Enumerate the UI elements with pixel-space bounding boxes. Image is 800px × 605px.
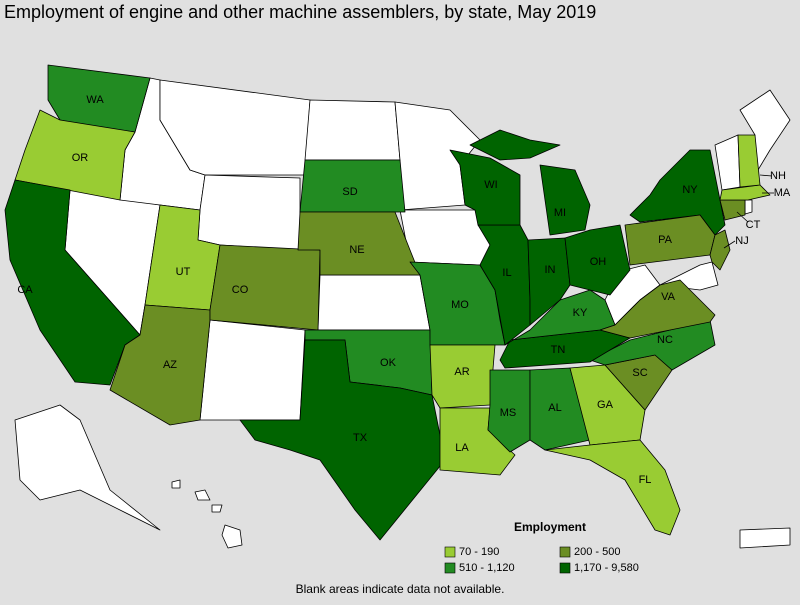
state-label: KY <box>573 307 588 319</box>
legend-label: 1,170 - 9,580 <box>574 562 639 574</box>
state-shape <box>199 319 306 421</box>
state-shape <box>569 364 646 446</box>
state-label: NH <box>770 170 786 182</box>
state-label: TN <box>551 344 566 356</box>
state-label: LA <box>455 442 469 454</box>
map-title: Employment of engine and other machine a… <box>4 2 596 22</box>
state-shape <box>221 524 243 549</box>
state-shape <box>709 229 731 271</box>
state-shape <box>429 344 496 409</box>
state-shape <box>317 274 431 331</box>
state-shape <box>4 179 141 386</box>
state-shape <box>299 159 406 213</box>
state-label: OR <box>72 152 89 164</box>
state-shape <box>14 109 136 201</box>
state-label: PA <box>658 234 673 246</box>
state-label: MA <box>774 187 791 199</box>
state-label: FL <box>639 474 652 486</box>
state-shape <box>504 289 616 346</box>
state-label: TX <box>353 432 368 444</box>
legend-label: 70 - 190 <box>459 546 499 558</box>
legend-swatch <box>444 546 456 558</box>
state-shape <box>449 149 521 226</box>
state-label: NE <box>349 244 364 256</box>
footnote: Blank areas indicate data not available. <box>296 582 505 596</box>
leader-line <box>759 174 773 177</box>
state-shape <box>197 174 301 251</box>
state-shape <box>14 404 161 531</box>
state-shape <box>737 134 761 188</box>
state-shape <box>739 527 791 549</box>
state-label: GA <box>597 399 614 411</box>
state-shape <box>194 489 211 501</box>
state-shape <box>297 211 421 276</box>
state-shape <box>719 184 771 201</box>
state-label: SD <box>342 186 357 198</box>
state-label: NC <box>657 334 673 346</box>
state-label: IL <box>502 267 511 279</box>
state-shape <box>477 224 531 346</box>
state-shape <box>239 339 446 541</box>
leader-line <box>736 211 749 223</box>
state-label: MI <box>554 207 566 219</box>
state-label: AL <box>548 402 561 414</box>
state-shape <box>304 99 401 161</box>
state-label: CA <box>17 284 33 296</box>
state-label: CT <box>746 219 761 231</box>
state-label: VA <box>661 291 676 303</box>
legend-swatch <box>444 562 456 574</box>
state-label: CO <box>232 284 249 296</box>
state-label: MS <box>500 407 517 419</box>
state-shape <box>599 279 716 339</box>
state-shape <box>171 479 181 489</box>
legend-swatch <box>559 562 571 574</box>
state-shape <box>589 319 716 371</box>
state-label: WA <box>86 94 104 106</box>
state-label: IN <box>545 264 556 276</box>
state-label: NY <box>682 184 698 196</box>
state-label: AZ <box>163 359 177 371</box>
state-label: UT <box>176 266 191 278</box>
data-states: WA OR CA UT AZ CO SD NE OK TX MO AR LA MS AL GA FL SC NC TN… <box>4 64 791 541</box>
state-shape <box>211 504 223 513</box>
state-shape <box>209 244 321 331</box>
state-label: MO <box>451 299 469 311</box>
legend-title: Employment <box>514 520 586 534</box>
state-label: NJ <box>735 235 748 247</box>
leader-lines <box>723 174 774 249</box>
legend-label: 200 - 500 <box>574 546 620 558</box>
state-shape <box>469 129 591 236</box>
state-shape <box>744 199 753 215</box>
state-label: OK <box>380 357 397 369</box>
state-shape <box>544 439 681 536</box>
state-label: WI <box>484 179 497 191</box>
legend-label: 510 - 1,120 <box>459 562 515 574</box>
state-label: OH <box>590 256 607 268</box>
state-label: AR <box>454 366 469 378</box>
state-label: SC <box>632 367 647 379</box>
legend: Employment 70 - 190 200 - 500 510 - 1,120 1… <box>444 520 639 574</box>
legend-swatch <box>559 546 571 558</box>
leader-line <box>723 240 736 249</box>
state-shape <box>564 224 631 296</box>
